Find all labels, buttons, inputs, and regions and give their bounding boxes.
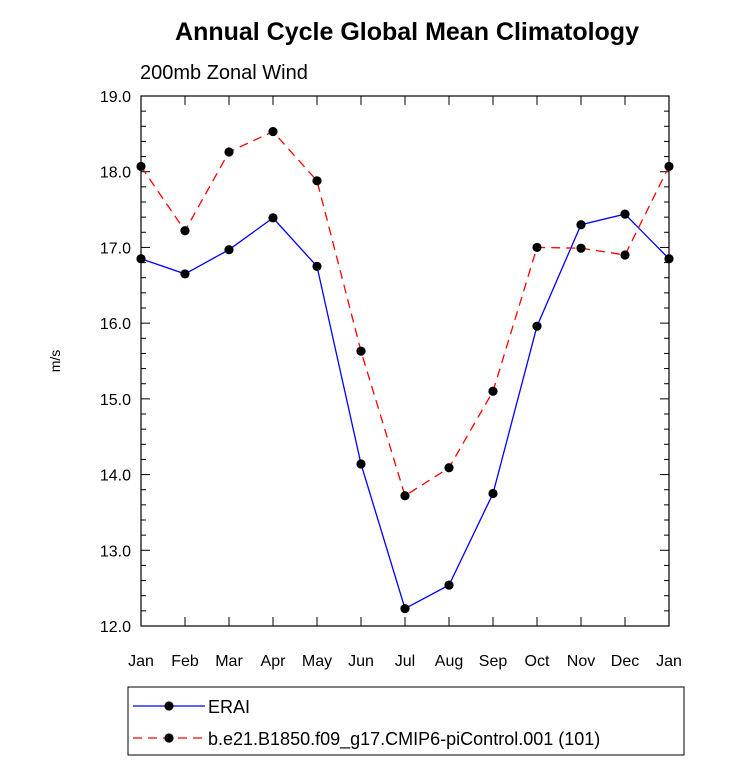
- y-tick-label: 19.0: [100, 89, 131, 106]
- series-line-1: [140, 213, 670, 610]
- series-1-point: [444, 580, 454, 590]
- series-2-point: [400, 491, 410, 501]
- series-markers: [136, 126, 674, 614]
- series-1-point: [400, 603, 410, 614]
- y-tick-label: 18.0: [100, 165, 131, 182]
- series-1-point: [356, 459, 366, 469]
- series-lines: [140, 130, 670, 610]
- plot-frame: [140, 95, 670, 627]
- series-line-2: [140, 130, 670, 497]
- x-tick-label: Nov: [567, 653, 595, 670]
- series-2-point: [136, 161, 146, 172]
- series-1-point: [620, 209, 630, 219]
- x-tick-label: Feb: [171, 653, 199, 670]
- axis-ticks: [140, 95, 670, 627]
- legend: ERAI b.e21.B1850.f09_g17.CMIP6-piControl.…: [127, 686, 685, 756]
- x-tick-label: Jan: [128, 653, 154, 670]
- x-tick-label: May: [302, 653, 332, 670]
- y-tick-label: 12.0: [100, 619, 131, 636]
- x-tick-label: Apr: [261, 653, 287, 670]
- series-2-point: [224, 147, 234, 157]
- x-tick-label: Jul: [395, 653, 415, 670]
- legend-marker: [164, 733, 174, 743]
- chart-subtitle: 200mb Zonal Wind: [140, 62, 308, 84]
- y-tick-label: 13.0: [100, 543, 131, 560]
- series-1-point: [224, 245, 234, 255]
- y-axis-label: m/s: [47, 350, 63, 373]
- series-1-point: [268, 213, 278, 223]
- series-2-point: [268, 126, 278, 137]
- x-tick-label: Mar: [215, 653, 243, 670]
- x-tick-label: Jun: [348, 653, 374, 670]
- x-tick-label: Sep: [479, 653, 508, 670]
- series-1-point: [576, 220, 586, 230]
- legend-items: ERAI b.e21.B1850.f09_g17.CMIP6-piControl.…: [133, 697, 600, 750]
- legend-label: b.e21.B1850.f09_g17.CMIP6-piControl.001 …: [208, 729, 600, 750]
- series-1-point: [312, 261, 322, 271]
- series-2-point: [180, 226, 190, 236]
- chart-title: Annual Cycle Global Mean Climatology: [175, 18, 639, 46]
- series-2-point: [356, 346, 366, 356]
- y-tick-label: 16.0: [100, 316, 131, 333]
- y-tick-label: 15.0: [100, 392, 131, 409]
- series-1-point: [488, 488, 498, 499]
- x-tick-labels: Jan Feb Mar Apr May Jun Jul Aug Sep Oct Nov Dec Jan: [128, 653, 682, 670]
- series-1-point: [136, 254, 146, 264]
- series-2-point: [620, 250, 630, 260]
- legend-box: [127, 686, 685, 756]
- legend-marker: [164, 701, 174, 711]
- series-2-point: [444, 463, 454, 473]
- series-2-point: [532, 242, 542, 253]
- x-tick-label: Oct: [525, 653, 550, 670]
- series-2-point: [312, 176, 322, 186]
- series-2-point: [488, 386, 498, 396]
- y-tick-label: 17.0: [100, 240, 131, 257]
- x-tick-label: Dec: [611, 653, 639, 670]
- x-tick-label: Jan: [656, 653, 682, 670]
- series-2-point: [576, 243, 586, 253]
- series-1-point: [664, 254, 674, 264]
- legend-label: ERAI: [208, 697, 250, 717]
- x-tick-label: Aug: [435, 653, 463, 670]
- series-2-point: [664, 161, 674, 172]
- series-1-point: [180, 269, 190, 279]
- y-tick-labels: 12.0 13.0 14.0 15.0 16.0 17.0 18.0 19.0: [100, 89, 131, 636]
- series-1-point: [532, 321, 542, 331]
- y-tick-label: 14.0: [100, 468, 131, 485]
